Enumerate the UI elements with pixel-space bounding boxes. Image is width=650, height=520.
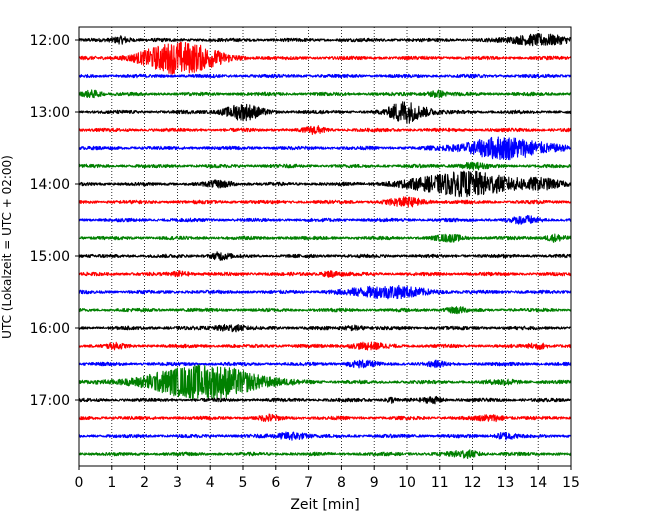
trace-line xyxy=(78,364,572,401)
y-tick-label: 16:00 xyxy=(30,321,70,337)
trace-line xyxy=(78,233,572,243)
x-tick-label: 9 xyxy=(370,475,379,491)
x-tick-label: 6 xyxy=(271,475,280,491)
x-tick-label: 15 xyxy=(562,475,580,491)
trace-line xyxy=(78,161,572,171)
trace-line xyxy=(78,89,572,99)
trace-line xyxy=(78,413,572,423)
x-tick-label: 4 xyxy=(206,475,215,491)
trace-line xyxy=(78,431,572,441)
x-tick-label: 14 xyxy=(529,475,547,491)
trace-line xyxy=(78,323,572,333)
x-tick-label: 2 xyxy=(140,475,149,491)
x-tick-label: 1 xyxy=(107,475,116,491)
trace-line xyxy=(78,270,572,278)
grid-lines xyxy=(111,27,539,466)
trace-line xyxy=(78,170,572,198)
x-tick-label: 7 xyxy=(304,475,313,491)
trace-line xyxy=(78,395,572,405)
y-tick-label: 14:00 xyxy=(30,177,70,193)
trace-line xyxy=(78,136,572,161)
x-tick-label: 11 xyxy=(431,475,449,491)
trace-line xyxy=(78,341,572,351)
trace-line xyxy=(78,196,572,208)
y-tick-label: 17:00 xyxy=(30,393,70,409)
x-tick-label: 3 xyxy=(173,475,182,491)
x-axis: 0 1 2 3 4 5 6 7 8 9 10 11 12 13 14 15 xyxy=(75,466,580,491)
y-tick-label: 12:00 xyxy=(30,33,70,49)
x-tick-label: 8 xyxy=(337,475,346,491)
x-axis-title: Zeit [min] xyxy=(290,497,359,513)
y-tick-label: 13:00 xyxy=(30,105,70,121)
x-tick-label: 13 xyxy=(496,475,514,491)
trace-line xyxy=(78,101,572,124)
trace-line xyxy=(78,306,572,315)
trace-line xyxy=(78,359,572,369)
seismogram-traces xyxy=(78,33,572,460)
trace-line xyxy=(78,33,572,47)
trace-line xyxy=(78,251,572,261)
y-tick-label: 15:00 xyxy=(30,249,70,265)
x-tick-label: 0 xyxy=(75,475,84,491)
trace-line xyxy=(78,214,572,225)
plot-frame xyxy=(78,26,572,467)
y-axis-title: UTC (Lokalzeit = UTC + 02:00) xyxy=(0,155,14,339)
x-tick-label: 10 xyxy=(398,475,416,491)
trace-line xyxy=(78,125,572,135)
trace-line xyxy=(78,41,572,75)
trace-line xyxy=(78,73,572,79)
trace-line xyxy=(78,284,572,300)
trace-line xyxy=(78,449,572,460)
x-tick-label: 5 xyxy=(239,475,248,491)
y-axis: 12:00 13:00 14:00 15:00 16:00 17:00 xyxy=(30,33,79,409)
x-tick-label: 12 xyxy=(464,475,482,491)
